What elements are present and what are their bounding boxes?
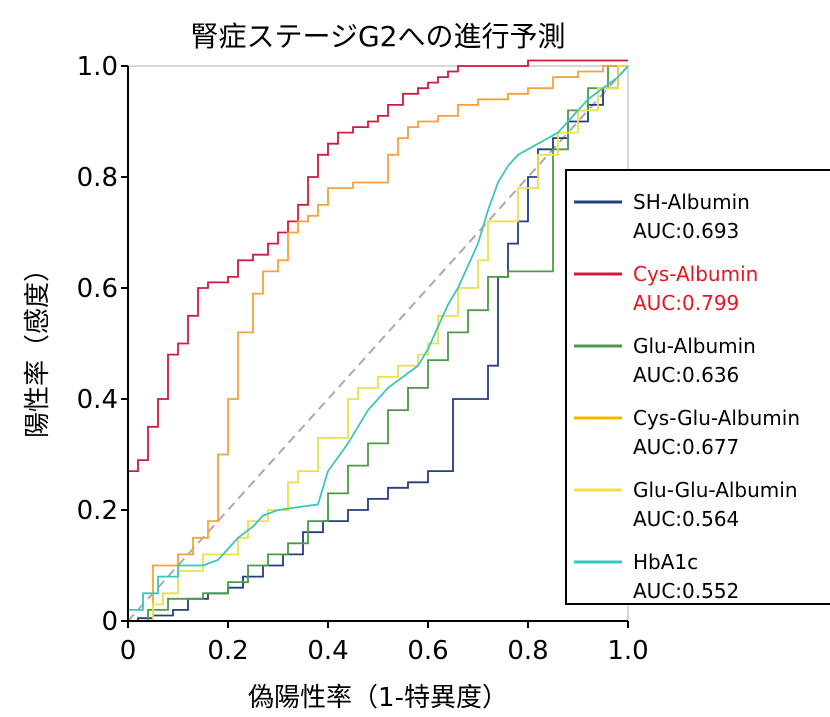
x-tick-label: 0	[120, 636, 137, 666]
chart-title: 腎症ステージG2への進行予測	[191, 20, 566, 53]
x-axis-label: 偽陽性率（1-特異度）	[248, 683, 508, 713]
series-line-cys-glu-albumin	[128, 65, 628, 622]
y-tick-label: 0.2	[77, 496, 118, 526]
series-line-hba1c	[128, 65, 629, 611]
legend-series-name: Glu-Albumin	[633, 334, 756, 358]
series-line-sh-albumin	[128, 65, 628, 622]
legend-series-name: Cys-Glu-Albumin	[633, 406, 800, 430]
legend-series-name: HbA1c	[633, 550, 698, 574]
x-tick-label: 0.6	[407, 636, 448, 666]
x-tick-label: 0.8	[507, 636, 548, 666]
legend: SH-Albumin AUC:0.693 Cys-Albumin AUC:0.799 G…	[565, 169, 830, 605]
series-line-glu-albumin	[128, 65, 628, 622]
legend-auc-label: AUC:0.552	[633, 579, 739, 603]
legend-auc-label: AUC:0.799	[633, 291, 739, 315]
y-tick-label: 0	[101, 607, 118, 637]
x-tick-label: 0.2	[207, 636, 248, 666]
y-tick-label: 0.8	[77, 163, 118, 193]
legend-auc-label: AUC:0.693	[633, 219, 739, 243]
legend-series-name: SH-Albumin	[633, 190, 750, 214]
series-line-cys-albumin	[128, 59, 628, 473]
x-tick-label: 1.0	[607, 636, 648, 666]
legend-series-name: Glu-Glu-Albumin	[633, 478, 798, 502]
legend-box	[565, 169, 830, 605]
series-layer	[128, 59, 629, 622]
reference-diagonal	[127, 65, 629, 622]
legend-auc-label: AUC:0.677	[633, 435, 739, 459]
legend-series-name: Cys-Albumin	[633, 262, 758, 286]
series-line-glu-glu-albumin	[128, 65, 628, 622]
legend-auc-label: AUC:0.564	[633, 507, 739, 531]
y-axis-label: 陽性率（感度）	[23, 256, 53, 438]
y-tick-label: 0.6	[77, 274, 118, 304]
y-tick-label: 0.4	[77, 385, 118, 415]
x-tick-label: 0.4	[307, 636, 348, 666]
diagonal-reference-line	[127, 65, 629, 622]
axes: 00 0.2 0.2 0.4 0.4 0.6 0.6 0.8 0.8 1.0 1.0	[77, 52, 649, 666]
legend-auc-label: AUC:0.636	[633, 363, 739, 387]
y-tick-label: 1.0	[77, 52, 118, 82]
